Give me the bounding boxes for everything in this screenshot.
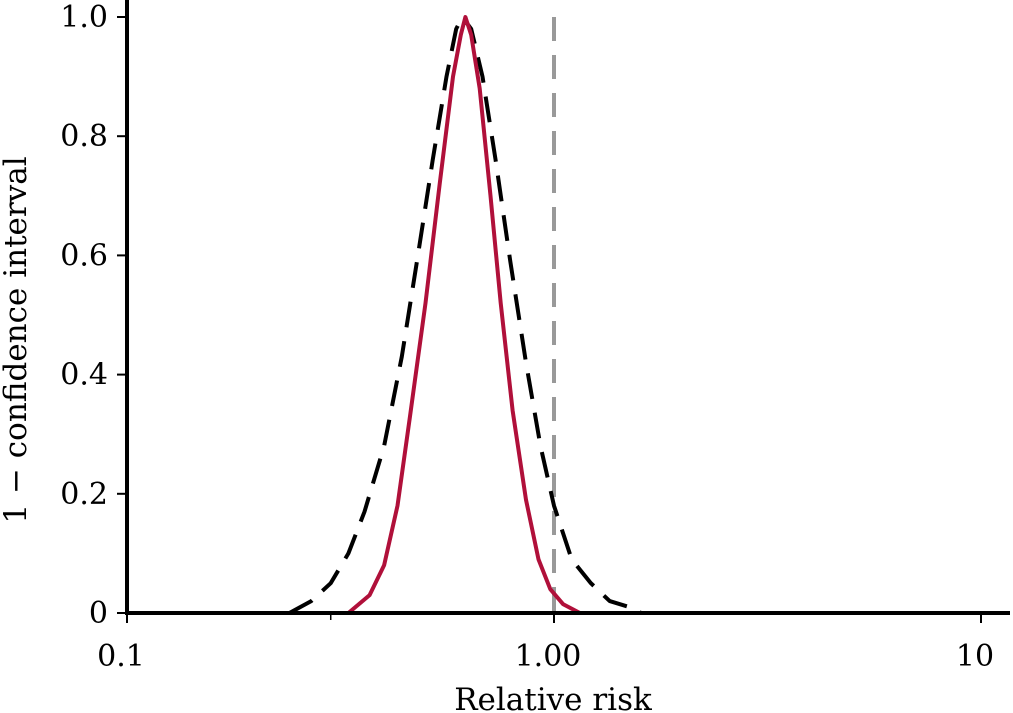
y-axis-label: 1 − confidence interval bbox=[0, 156, 34, 523]
series-line-1 bbox=[288, 15, 643, 615]
axes bbox=[117, 0, 1010, 623]
x-tick-label: 10 bbox=[956, 639, 994, 674]
y-tick-label: 0.8 bbox=[60, 119, 108, 154]
x-tick-label: 0.1 bbox=[97, 639, 145, 674]
y-tick-label: 0.4 bbox=[60, 358, 108, 393]
plot-area bbox=[288, 15, 643, 615]
y-tick-label: 0.6 bbox=[60, 238, 108, 273]
tick-labels: 0 0.2 0.4 0.6 0.8 1.0 0.1 1.00 10 bbox=[60, 0, 994, 674]
x-axis-label: Relative risk bbox=[454, 682, 652, 713]
series-line-2 bbox=[347, 15, 581, 615]
x-tick-label: 1.00 bbox=[515, 639, 582, 674]
y-tick-label: 0 bbox=[89, 596, 108, 631]
y-tick-label: 1.0 bbox=[60, 0, 108, 35]
y-tick-label: 0.2 bbox=[60, 477, 108, 512]
